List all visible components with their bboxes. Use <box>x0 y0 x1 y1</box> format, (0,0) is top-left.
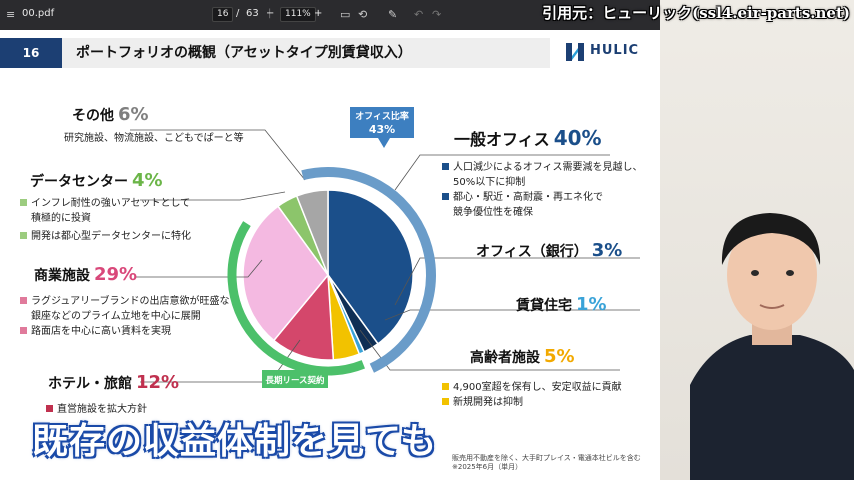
category-pct: 40% <box>553 126 602 150</box>
category-datacenter: データセンター 4% <box>30 170 163 191</box>
page-number-input[interactable]: 16 <box>212 7 234 22</box>
footnote: 販売用不動産を除く、大手町プレイス・電通本社ビルを含む ※2025年6月（単月） <box>452 454 641 472</box>
category-name: データセンター <box>30 174 128 190</box>
category-name: 一般オフィス <box>454 130 550 149</box>
bullet-text: 競争優位性を確保 <box>453 207 533 218</box>
toolbar-divider: | <box>268 8 272 19</box>
category-commercial: 商業施設 29% <box>34 264 137 285</box>
bullet-text: 路面店を中心に高い賃料を実現 <box>31 326 171 337</box>
bullet-commercial: ラグジュアリーブランドの出店意欲が旺盛な 銀座などのプライム立地を中心に展開 路… <box>20 294 230 339</box>
presenter-shirt <box>690 335 854 480</box>
pdf-toolbar: ≡ 00.pdf 16 / 63 | − 111% + ▭ ⟲ ✎ ↶ ↷ <box>0 0 660 30</box>
long-lease-label: 長期リース契約 <box>265 375 325 386</box>
bullet-marker <box>20 327 27 334</box>
undo-icon[interactable]: ↶ <box>414 8 424 21</box>
bullet-other-1: 研究施設、物流施設、こどもでぱーと等 <box>64 131 244 146</box>
category-name: その他 <box>72 108 114 124</box>
category-pct: 4% <box>132 170 163 191</box>
footnote-line-2: ※2025年6月（単月） <box>452 463 523 471</box>
bullet-office: 人口減少によるオフィス需要減を見越し、 50%以下に抑制 都心・駅近・高耐震・再… <box>442 160 643 220</box>
bullet-marker <box>442 398 449 405</box>
category-other: その他 6% <box>72 104 149 125</box>
pie-slice-6 <box>242 205 329 342</box>
pie-slice-8 <box>295 189 329 276</box>
category-rental-housing: 賃貸住宅 1% <box>516 294 607 315</box>
long-lease-arc <box>227 221 365 376</box>
bullet-marker <box>20 232 27 239</box>
fit-page-icon[interactable]: ▭ <box>340 8 351 21</box>
hulic-logo-mark <box>566 43 584 61</box>
category-pct: 1% <box>576 294 607 315</box>
footnote-line-1: 販売用不動産を除く、大手町プレイス・電通本社ビルを含む <box>452 454 641 462</box>
office-ratio-arc <box>301 167 436 373</box>
bullet-marker <box>442 163 449 170</box>
office-ratio-callout <box>350 107 414 148</box>
bullet-marker <box>442 193 449 200</box>
pie-slice-1 <box>327 189 414 345</box>
page-separator: / <box>236 8 240 19</box>
category-office: 一般オフィス 40% <box>454 126 602 150</box>
zoom-out-button[interactable]: − <box>266 8 275 19</box>
slide-title: ポートフォリオの概観（アセットタイプ別賃貸収入） <box>62 38 550 68</box>
bullet-text: ラグジュアリーブランドの出店意欲が旺盛な <box>31 296 230 307</box>
logo-text: HULIC <box>590 43 640 58</box>
category-pct: 6% <box>118 104 149 125</box>
pdf-page: 16 ポートフォリオの概観（アセットタイプ別賃貸収入） HULIC <box>0 30 660 480</box>
bullet-text: 直営施設を拡大方針 <box>57 404 147 415</box>
bullet-text: 銀座などのプライム立地を中心に展開 <box>31 311 201 322</box>
pie-slice-5 <box>272 273 335 361</box>
zoom-level-input[interactable]: 111% <box>280 7 316 22</box>
draw-icon[interactable]: ✎ <box>388 8 398 21</box>
bullet-text: 50%以下に抑制 <box>453 177 526 188</box>
bullet-text: 都心・駅近・高耐震・再エネ化で <box>453 192 603 203</box>
bullet-text: インフレ耐性の強いアセットとして <box>31 198 191 209</box>
file-name: 00.pdf <box>22 8 55 19</box>
category-pct: 12% <box>136 372 180 393</box>
office-ratio-label: オフィス比率 <box>355 110 409 122</box>
category-name: 商業施設 <box>34 268 90 284</box>
category-name: 賃貸住宅 <box>516 298 572 314</box>
presenter-video <box>690 213 854 480</box>
bullet-text: 人口減少によるオフィス需要減を見越し、 <box>453 162 643 173</box>
bullet-marker <box>442 383 449 390</box>
rotate-icon[interactable]: ⟲ <box>358 8 368 21</box>
leader-lines <box>130 129 640 383</box>
redo-icon[interactable]: ↷ <box>432 8 442 21</box>
bullet-text: 4,900室超を保有し、安定収益に貢献 <box>453 382 622 393</box>
category-name: オフィス（銀行） <box>476 244 588 260</box>
bullet-marker <box>20 199 27 206</box>
zoom-in-button[interactable]: + <box>314 8 323 19</box>
bullet-text: 積極的に投資 <box>31 213 91 224</box>
long-lease-callout <box>262 370 328 388</box>
category-pct: 5% <box>544 346 575 367</box>
presenter-face <box>727 220 817 330</box>
hulic-logo: HULIC <box>565 40 645 64</box>
category-pct: 29% <box>94 264 138 285</box>
category-pct: 3% <box>591 240 623 261</box>
bullet-marker <box>46 405 53 412</box>
bullet-senior: 4,900室超を保有し、安定収益に貢献 新規開発は抑制 <box>442 380 622 410</box>
category-senior-housing: 高齢者施設 5% <box>470 346 575 367</box>
bullet-hotel: 直営施設を拡大方針 <box>46 402 147 417</box>
portfolio-pie-chart: オフィス比率 43% 長期リース契約 <box>130 107 640 388</box>
bullet-text: 研究施設、物流施設、こどもでぱーと等 <box>64 133 244 144</box>
bullet-marker <box>20 297 27 304</box>
page-total: 63 <box>246 8 259 19</box>
bullet-text: 新規開発は抑制 <box>453 397 523 408</box>
pie-slices <box>242 189 414 361</box>
office-ratio-value: 43% <box>369 123 395 136</box>
bullet-datacenter: インフレ耐性の強いアセットとして 積極的に投資 開発は都心型データセンターに特化 <box>20 196 191 244</box>
presenter-hair <box>721 213 821 265</box>
category-name: 高齢者施設 <box>470 350 540 366</box>
bullet-text: 開発は都心型データセンターに特化 <box>31 231 191 242</box>
menu-icon[interactable]: ≡ <box>6 8 16 21</box>
slide-number: 16 <box>0 38 62 68</box>
video-subtitle: 既存の収益体制を見ても <box>32 421 438 462</box>
source-credit: 引用元：ヒューリック(ssl4.eir-parts.net) <box>542 4 850 22</box>
category-name: ホテル・旅館 <box>48 376 132 392</box>
category-office-bank: オフィス（銀行） 3% <box>476 240 622 261</box>
category-hotel: ホテル・旅館 12% <box>48 372 179 393</box>
